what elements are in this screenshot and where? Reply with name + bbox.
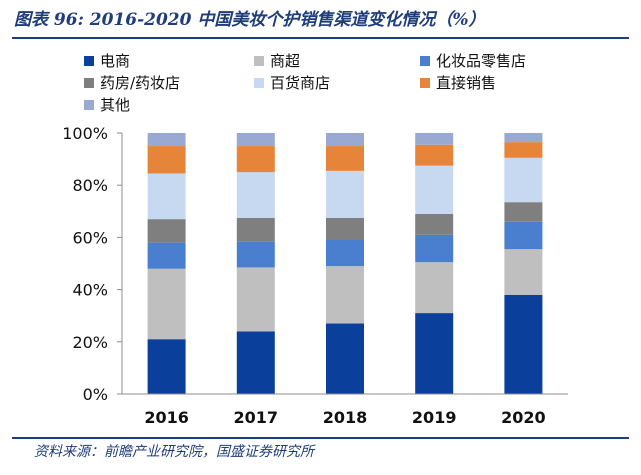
bar-segment-2018-5: [326, 146, 364, 171]
chart-title: 图表 96: 2016-2020 中国美妆个护销售渠道变化情况（%）: [14, 10, 486, 30]
source-rule: [12, 437, 629, 439]
x-tick-label: 2020: [501, 408, 546, 427]
y-tick-label: 20%: [72, 333, 108, 352]
bar-segment-2019-6: [415, 133, 454, 145]
legend-swatch-5: [420, 77, 430, 88]
legend-item-0: 电商: [84, 50, 130, 71]
x-tick-label: 2019: [412, 408, 457, 427]
legend-swatch-4: [254, 77, 264, 88]
bar-segment-2020-6: [504, 133, 543, 143]
bar-segment-2019-1: [415, 262, 454, 314]
legend-label-4: 百货商店: [270, 74, 331, 92]
bar-segment-2016-0: [147, 339, 186, 394]
y-tick-label: 80%: [72, 176, 108, 195]
legend-label-0: 电商: [100, 52, 131, 70]
bar-segment-2019-5: [415, 144, 454, 166]
title-rule: [12, 37, 629, 39]
legend-label-2: 化妆品零售店: [436, 52, 527, 70]
legend-swatch-0: [84, 55, 94, 66]
bar-segment-2018-6: [326, 133, 364, 147]
bar-segment-2017-3: [236, 217, 275, 242]
bar-segment-2018-3: [326, 217, 364, 241]
bar-segment-2017-0: [236, 331, 275, 394]
bar-segment-2016-6: [147, 133, 186, 147]
bar-segment-2020-3: [504, 202, 543, 222]
x-tick-label: 2018: [323, 408, 368, 427]
bar-segment-2020-4: [504, 157, 543, 203]
y-axis: 0% 20% 40% 60% 80% 100%: [62, 124, 123, 404]
bar-segment-2018-4: [326, 170, 364, 218]
bar-segment-2020-0: [504, 294, 543, 394]
legend-swatch-2: [420, 55, 430, 66]
legend-label-6: 其他: [100, 96, 131, 114]
y-tick-label: 100%: [62, 124, 108, 143]
legend-item-3: 药房/药妆店: [84, 72, 180, 93]
source-note: 资料来源：前瞻产业研究院，国盛证券研究所: [34, 444, 314, 460]
legend-item-2: 化妆品零售店: [420, 50, 526, 71]
bar-segment-2017-6: [236, 133, 275, 147]
y-tick-label: 60%: [72, 228, 108, 247]
bar-segment-2020-1: [504, 249, 543, 295]
bar-segment-2017-1: [236, 267, 275, 332]
legend-item-1: 商超: [254, 50, 300, 71]
bar-segment-2017-5: [236, 146, 275, 173]
legend-item-6: 其他: [84, 94, 130, 115]
bar-segment-2019-3: [415, 213, 454, 235]
bar-segment-2019-0: [415, 313, 454, 394]
bar-segment-2016-4: [147, 173, 186, 220]
x-tick-label: 2016: [144, 408, 189, 427]
legend-label-5: 直接销售: [436, 74, 497, 92]
legend-swatch-6: [84, 99, 94, 110]
x-tick-label: 2017: [234, 408, 279, 427]
y-tick-label: 0%: [83, 385, 108, 404]
bar-segment-2016-2: [147, 242, 186, 269]
bar-segment-2016-1: [147, 268, 186, 340]
x-axis: 2016 2017 2018 2019 2020: [122, 393, 568, 427]
bar-segment-2020-2: [504, 221, 543, 250]
legend-item-5: 直接销售: [420, 72, 496, 93]
bar-segment-2020-5: [504, 142, 543, 158]
legend-label-3: 药房/药妆店: [100, 74, 181, 92]
bar-segment-2019-4: [415, 165, 454, 214]
legend-swatch-3: [84, 77, 94, 88]
legend-item-4: 百货商店: [254, 72, 330, 93]
bar-segment-2016-3: [147, 219, 186, 243]
legend-label-1: 商超: [270, 52, 301, 70]
bar-segment-2018-1: [326, 266, 364, 324]
bar-segment-2017-4: [236, 172, 275, 218]
bar-segment-2018-2: [326, 240, 364, 267]
legend-swatch-1: [254, 55, 264, 66]
bar-segment-2018-0: [326, 323, 364, 394]
bar-segment-2019-2: [415, 234, 454, 263]
bar-segment-2016-5: [147, 146, 186, 174]
bar-segment-2017-2: [236, 241, 275, 268]
y-tick-label: 40%: [72, 281, 108, 300]
bars: [147, 133, 543, 394]
